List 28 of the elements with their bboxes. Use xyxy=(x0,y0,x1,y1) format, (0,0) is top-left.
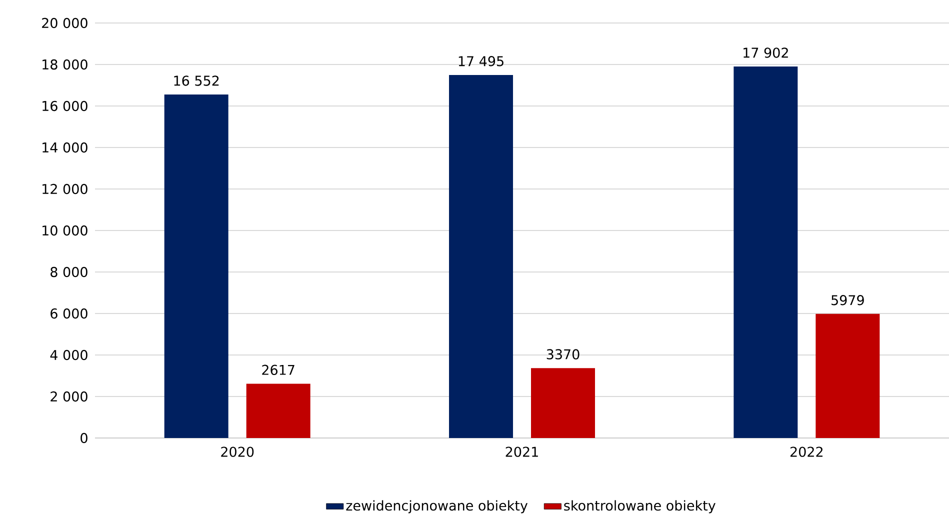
y-tick-label: 8 000 xyxy=(50,266,88,278)
y-tick-label: 14 000 xyxy=(42,142,88,153)
y-tick-label: 6 000 xyxy=(50,308,88,319)
y-tick-label: 20 000 xyxy=(42,18,88,28)
data-label: 16 552 xyxy=(174,76,219,86)
y-tick-label: 18 000 xyxy=(42,59,88,70)
x-tick-label: 2022 xyxy=(790,446,823,457)
y-tick-label: 16 000 xyxy=(42,100,88,112)
data-label: 2617 xyxy=(262,364,294,375)
bar xyxy=(246,384,310,438)
y-tick-label: 4 000 xyxy=(50,350,88,360)
x-tick-label: 2020 xyxy=(221,446,254,457)
bar xyxy=(164,94,228,438)
y-tick-label: 2 000 xyxy=(50,391,88,402)
data-label: 17 495 xyxy=(458,56,504,66)
y-tick-label: 10 000 xyxy=(42,225,88,236)
bar xyxy=(449,74,514,438)
bar xyxy=(734,66,798,438)
legend-label: zewidencjonowane obiekty xyxy=(346,500,528,514)
data-label: 5979 xyxy=(832,295,864,306)
legend-label: skontrolowane obiekty xyxy=(564,500,716,514)
data-label: 17 902 xyxy=(744,48,788,58)
data-label: 3370 xyxy=(546,349,580,360)
x-tick-label: 2021 xyxy=(506,446,538,457)
y-tick-label: 0 xyxy=(80,432,88,444)
bar xyxy=(816,314,880,438)
y-tick-label: 12 000 xyxy=(42,184,88,194)
bar xyxy=(531,368,596,438)
